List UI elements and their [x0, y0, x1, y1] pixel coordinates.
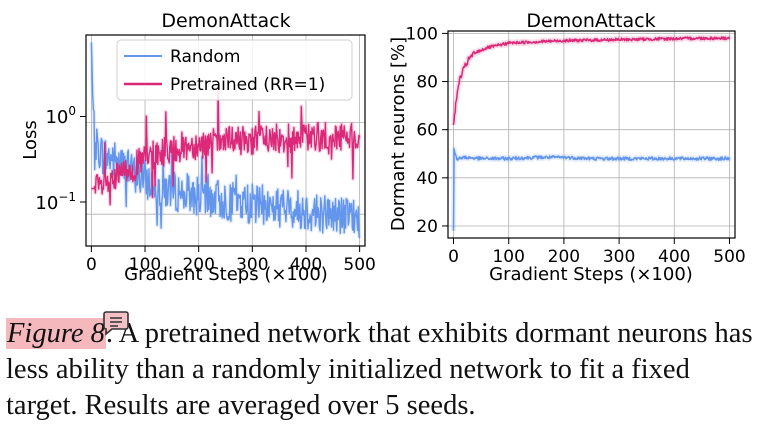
loss-chart-series — [90, 42, 361, 239]
series-band-random — [451, 146, 732, 231]
series-line-pretrained — [91, 86, 361, 206]
dormant-chart-ylabel: Dormant neurons [%] — [388, 37, 409, 231]
dormant-chart-series — [452, 36, 731, 231]
x-tick-label: 100 — [492, 247, 524, 267]
x-tick-label: 100 — [129, 255, 161, 275]
dormant-chart-x-ticks: 0 100 200 300 400 500 — [448, 238, 746, 267]
loss-chart-ylabel: Loss — [20, 120, 41, 159]
loss-chart-title: DemonAttack — [161, 10, 290, 32]
series-line-pretrained — [452, 36, 731, 125]
x-tick-label: 500 — [713, 247, 745, 267]
series-band-pretrained — [451, 34, 732, 126]
x-tick-label: 0 — [448, 247, 459, 267]
x-tick-label: 400 — [290, 255, 322, 275]
y-tick-label: 100 — [45, 104, 76, 128]
y-tick-label: 40 — [416, 169, 438, 189]
series-line-random — [452, 148, 731, 231]
y-tick-label: 20 — [416, 217, 438, 237]
caption-text: . A pretrained network that exhibits dor… — [6, 318, 753, 421]
dormant-chart-title: DemonAttack — [526, 10, 655, 32]
x-tick-label: 300 — [236, 255, 268, 275]
loss-chart-xlabel: Gradient Steps (×100) — [124, 264, 328, 285]
legend-label-random: Random — [170, 47, 240, 67]
loss-chart-frame — [85, 34, 366, 247]
y-tick-label: 10−1 — [35, 190, 76, 214]
dormant-chart-noise-bands — [451, 34, 732, 231]
x-tick-label: 200 — [548, 247, 580, 267]
x-tick-label: 200 — [182, 255, 214, 275]
legend-box — [116, 39, 353, 101]
x-tick-label: 400 — [658, 247, 690, 267]
y-tick-label: 80 — [416, 73, 438, 93]
x-tick-label: 0 — [86, 255, 97, 275]
loss-chart: DemonAttack 0 100 200 300 400 500 100 10−1 Gr… — [20, 10, 376, 285]
x-tick-label: 300 — [603, 247, 635, 267]
figure-label: Figure 8 — [6, 318, 106, 349]
figure-charts: DemonAttack 0 100 200 300 400 500 100 10−1 Gr… — [20, 10, 746, 285]
legend-label-pretrained: Pretrained (RR=1) — [170, 75, 325, 95]
figure-caption: Figure 8. A pretrained network that exhi… — [6, 311, 754, 424]
dormant-chart-grid — [448, 31, 735, 238]
loss-chart-y-ticks: 100 10−1 — [35, 104, 86, 214]
dormant-chart-y-ticks: 20 40 60 80 100 — [406, 24, 448, 237]
loss-chart-x-ticks: 0 100 200 300 400 500 — [86, 246, 376, 275]
y-tick-label: 60 — [416, 121, 438, 141]
dormant-chart-xlabel: Gradient Steps (×100) — [489, 264, 693, 285]
dormant-chart: DemonAttack 0 100 200 300 400 500 20 40 60 80 100… — [388, 10, 746, 285]
legend: Random Pretrained (RR=1) — [116, 39, 353, 101]
x-tick-label: 500 — [343, 255, 375, 275]
comment-icon[interactable] — [102, 309, 130, 337]
dormant-chart-frame — [447, 30, 736, 239]
y-tick-label: 100 — [406, 24, 438, 44]
